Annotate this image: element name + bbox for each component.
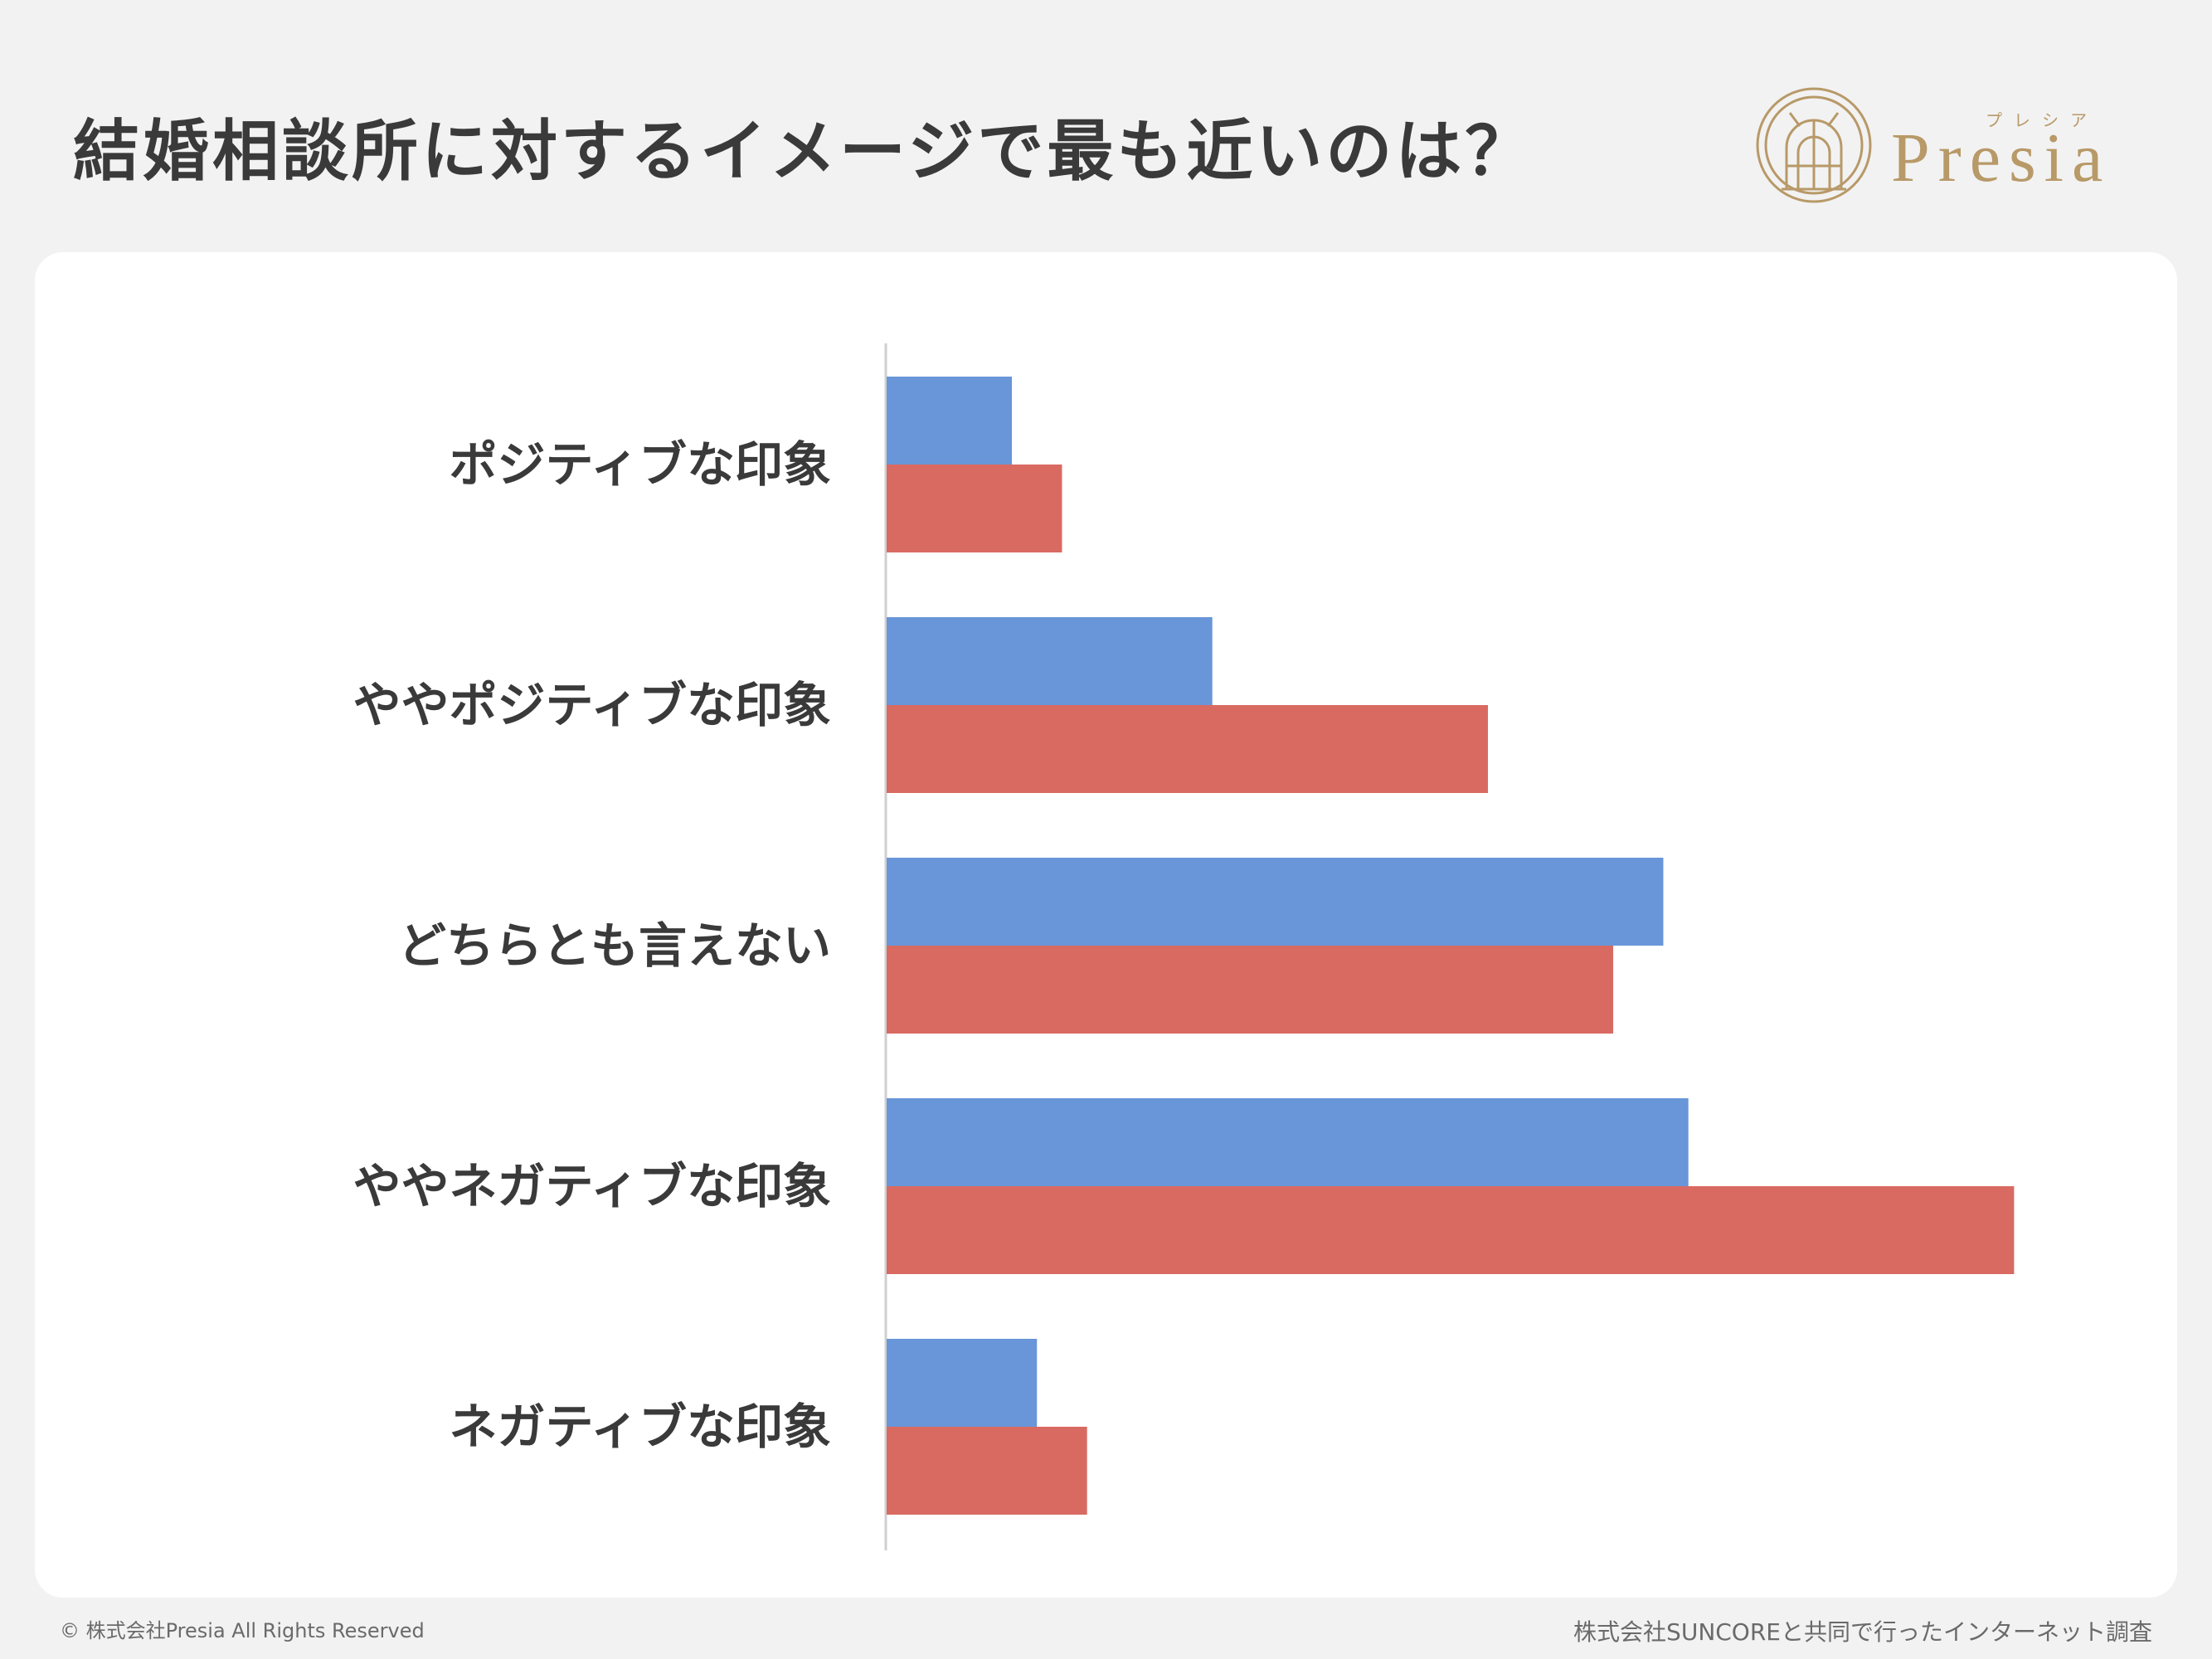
logo-kana: プレシア	[1986, 112, 2098, 130]
bar-1-4	[887, 1098, 1689, 1186]
copyright-text: © 株式会社Presia All Rights Reserved	[60, 1619, 425, 1642]
presia-logo: プレシア Presia	[1752, 83, 2183, 207]
page-title: 結婚相談所に対するイメージで最も近いのは？	[73, 113, 1535, 190]
category-label: ネガティブな印象	[449, 1399, 831, 1455]
bar-2-2	[887, 705, 1488, 793]
bar-1-3	[887, 858, 1664, 946]
category-label: ややネガティブな印象	[352, 1158, 831, 1214]
bar-2-3	[887, 946, 1614, 1034]
bar-1-1	[887, 377, 1013, 465]
chart-card: ポジティブな印象ややポジティブな印象どちらとも言えないややネガティブな印象ネガテ…	[35, 252, 2177, 1598]
logo-wordmark: Presia	[1891, 119, 2111, 197]
category-label: ポジティブな印象	[449, 436, 831, 493]
category-label: ややポジティブな印象	[352, 677, 831, 733]
bar-2-5	[887, 1427, 1087, 1515]
category-label: どちらとも言えない	[398, 917, 831, 974]
bar-1-5	[887, 1339, 1038, 1427]
source-text: 株式会社SUNCOREと共同で行ったインターネット調査	[1573, 1618, 2152, 1646]
bar-1-2	[887, 617, 1213, 705]
bar-2-4	[887, 1186, 2015, 1274]
bar-chart: ポジティブな印象ややポジティブな印象どちらとも言えないややネガティブな印象ネガテ…	[352, 343, 2015, 1550]
bar-2-1	[887, 465, 1062, 552]
